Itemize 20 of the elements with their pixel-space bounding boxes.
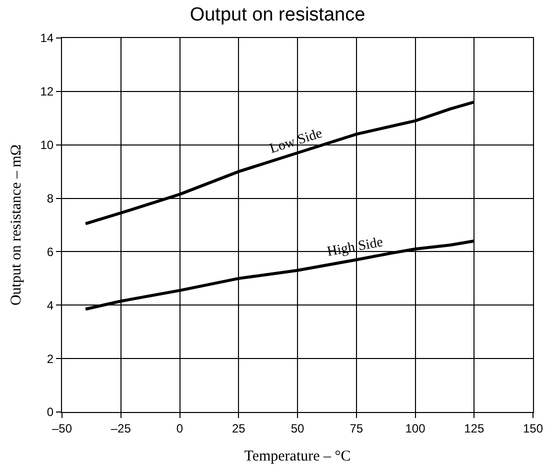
y-tick-label: 0	[46, 405, 54, 420]
y-tick-label: 12	[40, 84, 54, 99]
chart-title: Output on resistance	[190, 4, 366, 26]
x-tick-label: 75	[350, 421, 364, 436]
x-tick-label: 125	[464, 421, 484, 436]
x-tick-label: 25	[232, 421, 246, 436]
y-axis-title: Output on resistance – mΩ	[8, 144, 24, 306]
x-tick-label: 0	[176, 421, 184, 436]
y-tick-label: 8	[46, 191, 54, 206]
x-axis-title: Temperature – °C	[244, 448, 351, 464]
y-tick-label: 14	[40, 31, 54, 46]
x-tick-label: 100	[405, 421, 426, 436]
y-tick-label: 10	[40, 138, 54, 152]
y-tick-label: 4	[46, 298, 54, 312]
x-tick-label: –25	[110, 421, 132, 436]
y-tick-label: 6	[46, 244, 54, 259]
x-tick-label: 50	[290, 421, 304, 436]
x-tick-label: 150	[522, 421, 544, 436]
y-tick-label: 2	[46, 352, 54, 366]
x-tick-label: –50	[52, 421, 72, 436]
